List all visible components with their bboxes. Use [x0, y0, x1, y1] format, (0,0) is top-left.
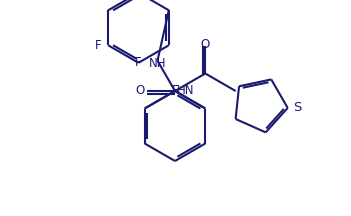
Text: O: O — [201, 38, 210, 51]
Text: F: F — [172, 84, 178, 97]
Text: NH: NH — [149, 57, 166, 70]
Text: F: F — [135, 56, 142, 69]
Text: HN: HN — [177, 84, 194, 97]
Text: S: S — [293, 102, 301, 114]
Text: O: O — [135, 84, 145, 97]
Text: F: F — [94, 39, 101, 52]
